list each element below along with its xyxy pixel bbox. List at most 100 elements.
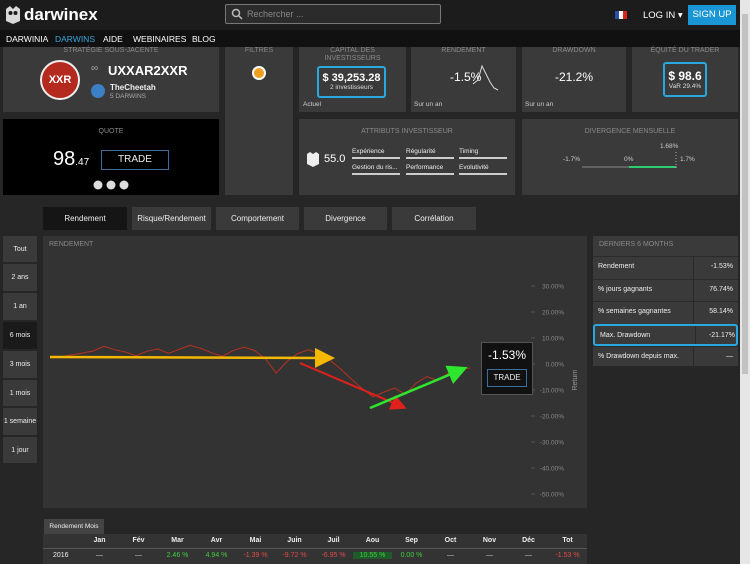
month-value: — bbox=[447, 552, 454, 559]
tab[interactable]: Risque/Rendement bbox=[132, 207, 211, 230]
period-button[interactable]: Tout bbox=[3, 236, 37, 262]
infinity-icon: ∞ bbox=[91, 63, 99, 74]
return-line bbox=[49, 344, 471, 398]
period-button[interactable]: 6 mois bbox=[3, 322, 37, 349]
search-icon bbox=[231, 8, 243, 20]
nav-item[interactable]: BLOG bbox=[192, 34, 216, 44]
period-button[interactable]: 1 an bbox=[3, 293, 37, 320]
period-button[interactable]: 1 mois bbox=[3, 380, 37, 406]
year-cell: 2016 bbox=[53, 552, 69, 559]
attribute-bar bbox=[406, 157, 454, 159]
owl-icon bbox=[307, 152, 319, 167]
attribute-bar bbox=[459, 173, 507, 175]
stat-label: % semaines gagnantes bbox=[598, 308, 671, 315]
attribute-label: Timing bbox=[459, 148, 479, 155]
month-header: Juin bbox=[287, 537, 302, 544]
y-tick-label: -10.00% bbox=[540, 388, 564, 395]
trade-button[interactable]: TRADE bbox=[101, 150, 169, 170]
signup-button[interactable]: SIGN UP bbox=[688, 5, 736, 25]
month-value: -9.72 % bbox=[282, 552, 307, 559]
drawdown-label: DRAWDOWN bbox=[552, 47, 596, 54]
value-box: -1.53% TRADE bbox=[481, 342, 533, 395]
annotation-arrow bbox=[49, 347, 335, 368]
month-value: 2.46 % bbox=[166, 552, 189, 559]
filter-icon[interactable] bbox=[252, 66, 266, 80]
nav-item[interactable]: AIDE bbox=[103, 34, 123, 44]
divergence-panel bbox=[522, 119, 738, 195]
scrollbar[interactable] bbox=[740, 0, 750, 564]
divergence-max: 1.7% bbox=[680, 156, 695, 163]
tab[interactable]: Corrélation bbox=[392, 207, 476, 230]
attributes-title: ATTRIBUTS INVESTISSEUR bbox=[361, 128, 453, 135]
month-header: Nov bbox=[482, 537, 497, 544]
monthly-table: Jan Fév Mar Avr Mai Juin Juil Aou Sep Oct Nov Déc To… bbox=[43, 534, 587, 564]
month-header: Aou bbox=[365, 537, 380, 544]
drawdown-period: Sur un an bbox=[525, 101, 554, 108]
logo-text[interactable]: darwinex bbox=[24, 5, 98, 24]
attribute-bar bbox=[406, 173, 454, 175]
tab[interactable]: Rendement bbox=[43, 207, 127, 230]
month-header: Mar bbox=[171, 537, 184, 544]
capital-period: Actuel bbox=[303, 101, 322, 108]
divergence-title: DIVERGENCE MENSUELLE bbox=[584, 128, 676, 135]
trader-avatar bbox=[91, 84, 105, 98]
quote-integer: 98 bbox=[53, 148, 76, 170]
filters-label: FILTRES bbox=[244, 47, 274, 54]
search-placeholder: Rechercher ... bbox=[247, 9, 304, 19]
nav-item[interactable]: DARWINIA bbox=[6, 34, 49, 44]
logo-icon[interactable] bbox=[4, 5, 22, 25]
annotation-arrow bbox=[299, 362, 407, 410]
period-button[interactable]: 2 ans bbox=[3, 264, 37, 291]
trader-name[interactable]: TheCheetah bbox=[110, 83, 156, 92]
equity-label: ÉQUITÉ DU TRADER bbox=[650, 47, 720, 54]
stat-label: Rendement bbox=[598, 263, 635, 270]
chart-trade-button[interactable]: TRADE bbox=[487, 369, 527, 387]
tab[interactable]: Divergence bbox=[304, 207, 387, 230]
table-divider bbox=[43, 548, 587, 549]
login-text[interactable]: LOG IN bbox=[643, 10, 676, 21]
equity-value: $ 98.6 bbox=[668, 69, 702, 83]
monthly-tab[interactable]: Rendement Mois bbox=[44, 519, 104, 534]
social-icons[interactable] bbox=[93, 180, 131, 190]
attribute-label: Evolutivité bbox=[459, 164, 489, 171]
nav-item[interactable]: DARWINS bbox=[55, 34, 95, 44]
period-button[interactable]: 1 semaine bbox=[3, 408, 37, 435]
divergence-bar bbox=[582, 152, 677, 170]
flag[interactable] bbox=[615, 11, 627, 19]
quote-decimals: .47 bbox=[75, 157, 90, 168]
capital-panel bbox=[299, 47, 406, 112]
attribute-bar bbox=[352, 173, 400, 175]
login-link[interactable]: LOG IN ▾ bbox=[643, 10, 683, 21]
month-header: Mai bbox=[249, 537, 262, 544]
darwin-name: UXXAR2XXR bbox=[108, 63, 188, 78]
stats-row: Max. Drawdown -21.17% bbox=[593, 323, 738, 346]
chart: Return 30.00% 20.00% 10.00% 0.00% -10.00% -20… bbox=[49, 284, 579, 499]
attribute-label: Performance bbox=[406, 164, 444, 171]
drawdown-panel bbox=[522, 47, 626, 112]
month-header: Fév bbox=[132, 537, 145, 544]
month-value: — bbox=[525, 552, 532, 559]
nav-item[interactable]: WEBINAIRES bbox=[133, 34, 187, 44]
y-tick-label: 20.00% bbox=[542, 310, 564, 317]
stats-row: % jours gagnants 76.74% bbox=[593, 278, 738, 301]
month-value: -1.53 % bbox=[555, 552, 580, 559]
month-value: -1.39 % bbox=[243, 552, 268, 559]
stat-label: Max. Drawdown bbox=[600, 331, 651, 339]
y-tick-label: -30.00% bbox=[540, 440, 564, 447]
y-tick-label: 30.00% bbox=[542, 284, 564, 291]
quote-label: QUOTE bbox=[98, 128, 124, 135]
scroll-thumb[interactable] bbox=[742, 14, 748, 374]
month-value: -6.95 % bbox=[321, 552, 346, 559]
tab[interactable]: Comportement bbox=[216, 207, 299, 230]
search-box[interactable] bbox=[225, 4, 441, 24]
month-value: 4.94 % bbox=[205, 552, 228, 559]
attribute-label: Gestion du ris... bbox=[352, 164, 398, 171]
month-header: Déc bbox=[522, 537, 535, 544]
darwin-badge: XXR bbox=[40, 60, 80, 100]
period-button[interactable]: 1 jour bbox=[3, 437, 37, 463]
return-panel bbox=[411, 47, 516, 112]
stats-row: % Drawdown depuis max. — bbox=[593, 346, 738, 369]
period-button[interactable]: 3 mois bbox=[3, 351, 37, 378]
month-header: Jan bbox=[93, 537, 106, 544]
